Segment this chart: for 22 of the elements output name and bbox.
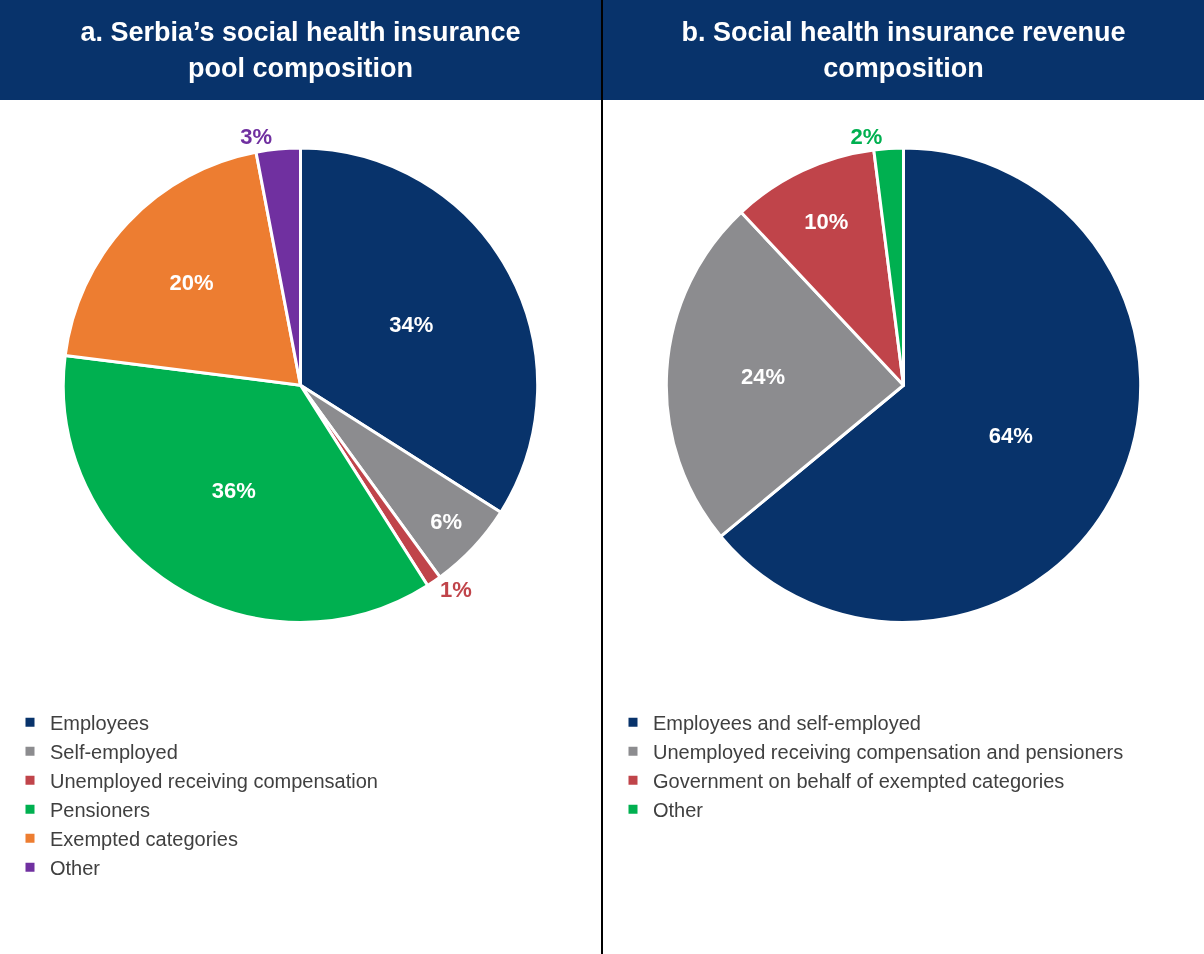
legend-label: Employees and self-employed <box>653 712 921 735</box>
legend-label: Other <box>50 857 101 880</box>
data-label: 64% <box>988 423 1033 449</box>
data-label: 36% <box>211 477 256 503</box>
data-label: 1% <box>440 577 472 603</box>
legend-label: Employees <box>50 712 149 735</box>
chart-title: a. Serbia’s social health insurance pool composition <box>0 0 601 100</box>
data-label: 10% <box>804 208 849 234</box>
data-label: 3% <box>240 124 272 150</box>
data-label: 24% <box>740 363 785 389</box>
legend-label: Unemployed receiving compensation <box>50 770 378 793</box>
data-label: 34% <box>389 311 434 337</box>
data-label: 20% <box>169 270 214 296</box>
chart-title: b. Social health insurance revenue composition <box>603 0 1204 100</box>
legend-label: Self-employed <box>50 741 178 764</box>
data-label: 2% <box>850 123 883 149</box>
legend-label: Exempted categories <box>50 828 238 851</box>
legend-label: Other <box>653 799 704 822</box>
legend-label: Unemployed receiving compensation and pensioners <box>653 741 1124 764</box>
data-label: 6% <box>430 509 463 535</box>
legend-label: Pensioners <box>50 799 151 822</box>
legend-label: Government on behalf of exempted categories <box>653 770 1065 793</box>
